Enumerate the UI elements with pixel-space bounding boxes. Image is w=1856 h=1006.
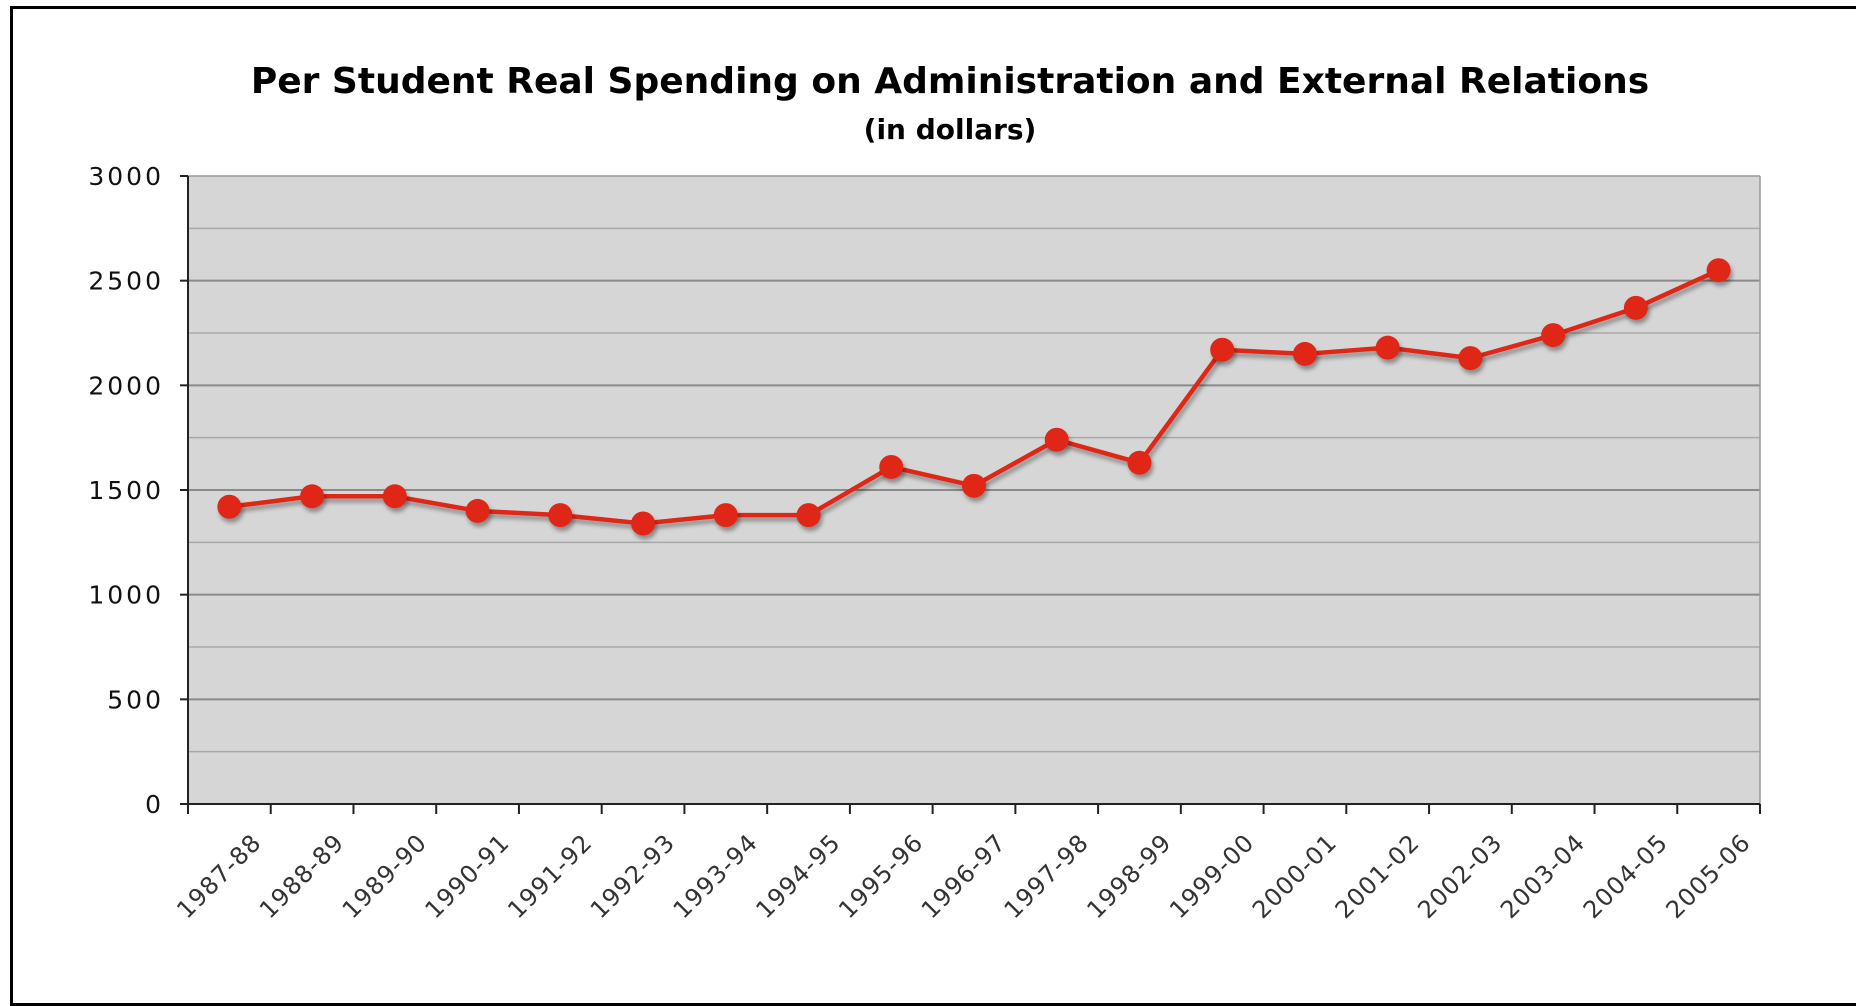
data-point xyxy=(300,484,325,509)
series-layer xyxy=(217,258,1731,536)
x-tick-label: 1992-93 xyxy=(585,828,681,924)
y-tick-label: 0 xyxy=(145,790,164,819)
x-tick-label: 2000-01 xyxy=(1247,828,1343,924)
data-point xyxy=(548,503,573,528)
y-tick-label: 2000 xyxy=(88,371,164,400)
x-tick-label: 1987-88 xyxy=(171,828,267,924)
x-axis-tick-labels: 1987-881988-891989-901990-911991-921992-… xyxy=(171,828,1756,924)
data-point xyxy=(1458,346,1483,371)
x-tick-label: 1988-89 xyxy=(254,828,350,924)
y-axis-tick-labels: 0 500 1000 1500 2000 2500 3000 xyxy=(88,162,164,819)
data-point xyxy=(1210,337,1235,362)
data-point xyxy=(1623,295,1648,320)
data-point xyxy=(1044,427,1069,452)
data-point xyxy=(962,473,986,498)
line-chart: Per Student Real Spending on Administrat… xyxy=(88,61,1761,924)
data-point xyxy=(713,503,738,528)
x-tick-label: 1999-00 xyxy=(1164,828,1260,924)
data-point xyxy=(382,484,407,509)
x-tick-label: 1997-98 xyxy=(999,828,1095,924)
data-point xyxy=(1127,450,1152,475)
x-tick-label: 2001-02 xyxy=(1330,828,1426,924)
x-tick-label: 2005-06 xyxy=(1661,828,1757,924)
data-point xyxy=(631,511,656,536)
data-point xyxy=(1706,258,1731,283)
y-tick-label: 1000 xyxy=(88,581,164,610)
data-point xyxy=(1375,335,1400,360)
data-point xyxy=(1541,323,1566,348)
data-point xyxy=(796,503,821,528)
x-tick-label: 1990-91 xyxy=(420,828,516,924)
y-tick-label: 3000 xyxy=(88,162,164,191)
y-tick-label: 1500 xyxy=(88,476,164,505)
gridlines xyxy=(188,175,1761,804)
x-tick-label: 1996-97 xyxy=(916,828,1012,924)
axes xyxy=(180,175,1761,814)
chart-subtitle: (in dollars) xyxy=(864,113,1037,146)
x-tick-label: 1998-99 xyxy=(1081,828,1177,924)
x-tick-label: 2004-05 xyxy=(1578,828,1674,924)
x-tick-label: 1989-90 xyxy=(337,828,433,924)
x-tick-label: 1994-95 xyxy=(750,828,846,924)
data-point xyxy=(879,454,904,479)
y-tick-label: 2500 xyxy=(88,267,164,296)
y-tick-label: 500 xyxy=(107,685,164,714)
x-tick-label: 1991-92 xyxy=(502,828,598,924)
data-point xyxy=(1292,341,1317,366)
x-tick-label: 2002-03 xyxy=(1412,828,1508,924)
data-point xyxy=(465,498,490,523)
x-tick-label: 1995-96 xyxy=(833,828,929,924)
x-tick-label: 2003-04 xyxy=(1495,828,1591,924)
data-point xyxy=(217,494,242,519)
x-tick-label: 1993-94 xyxy=(668,828,764,924)
chart-title: Per Student Real Spending on Administrat… xyxy=(251,61,1649,102)
chart-frame: Per Student Real Spending on Administrat… xyxy=(10,6,1856,1006)
